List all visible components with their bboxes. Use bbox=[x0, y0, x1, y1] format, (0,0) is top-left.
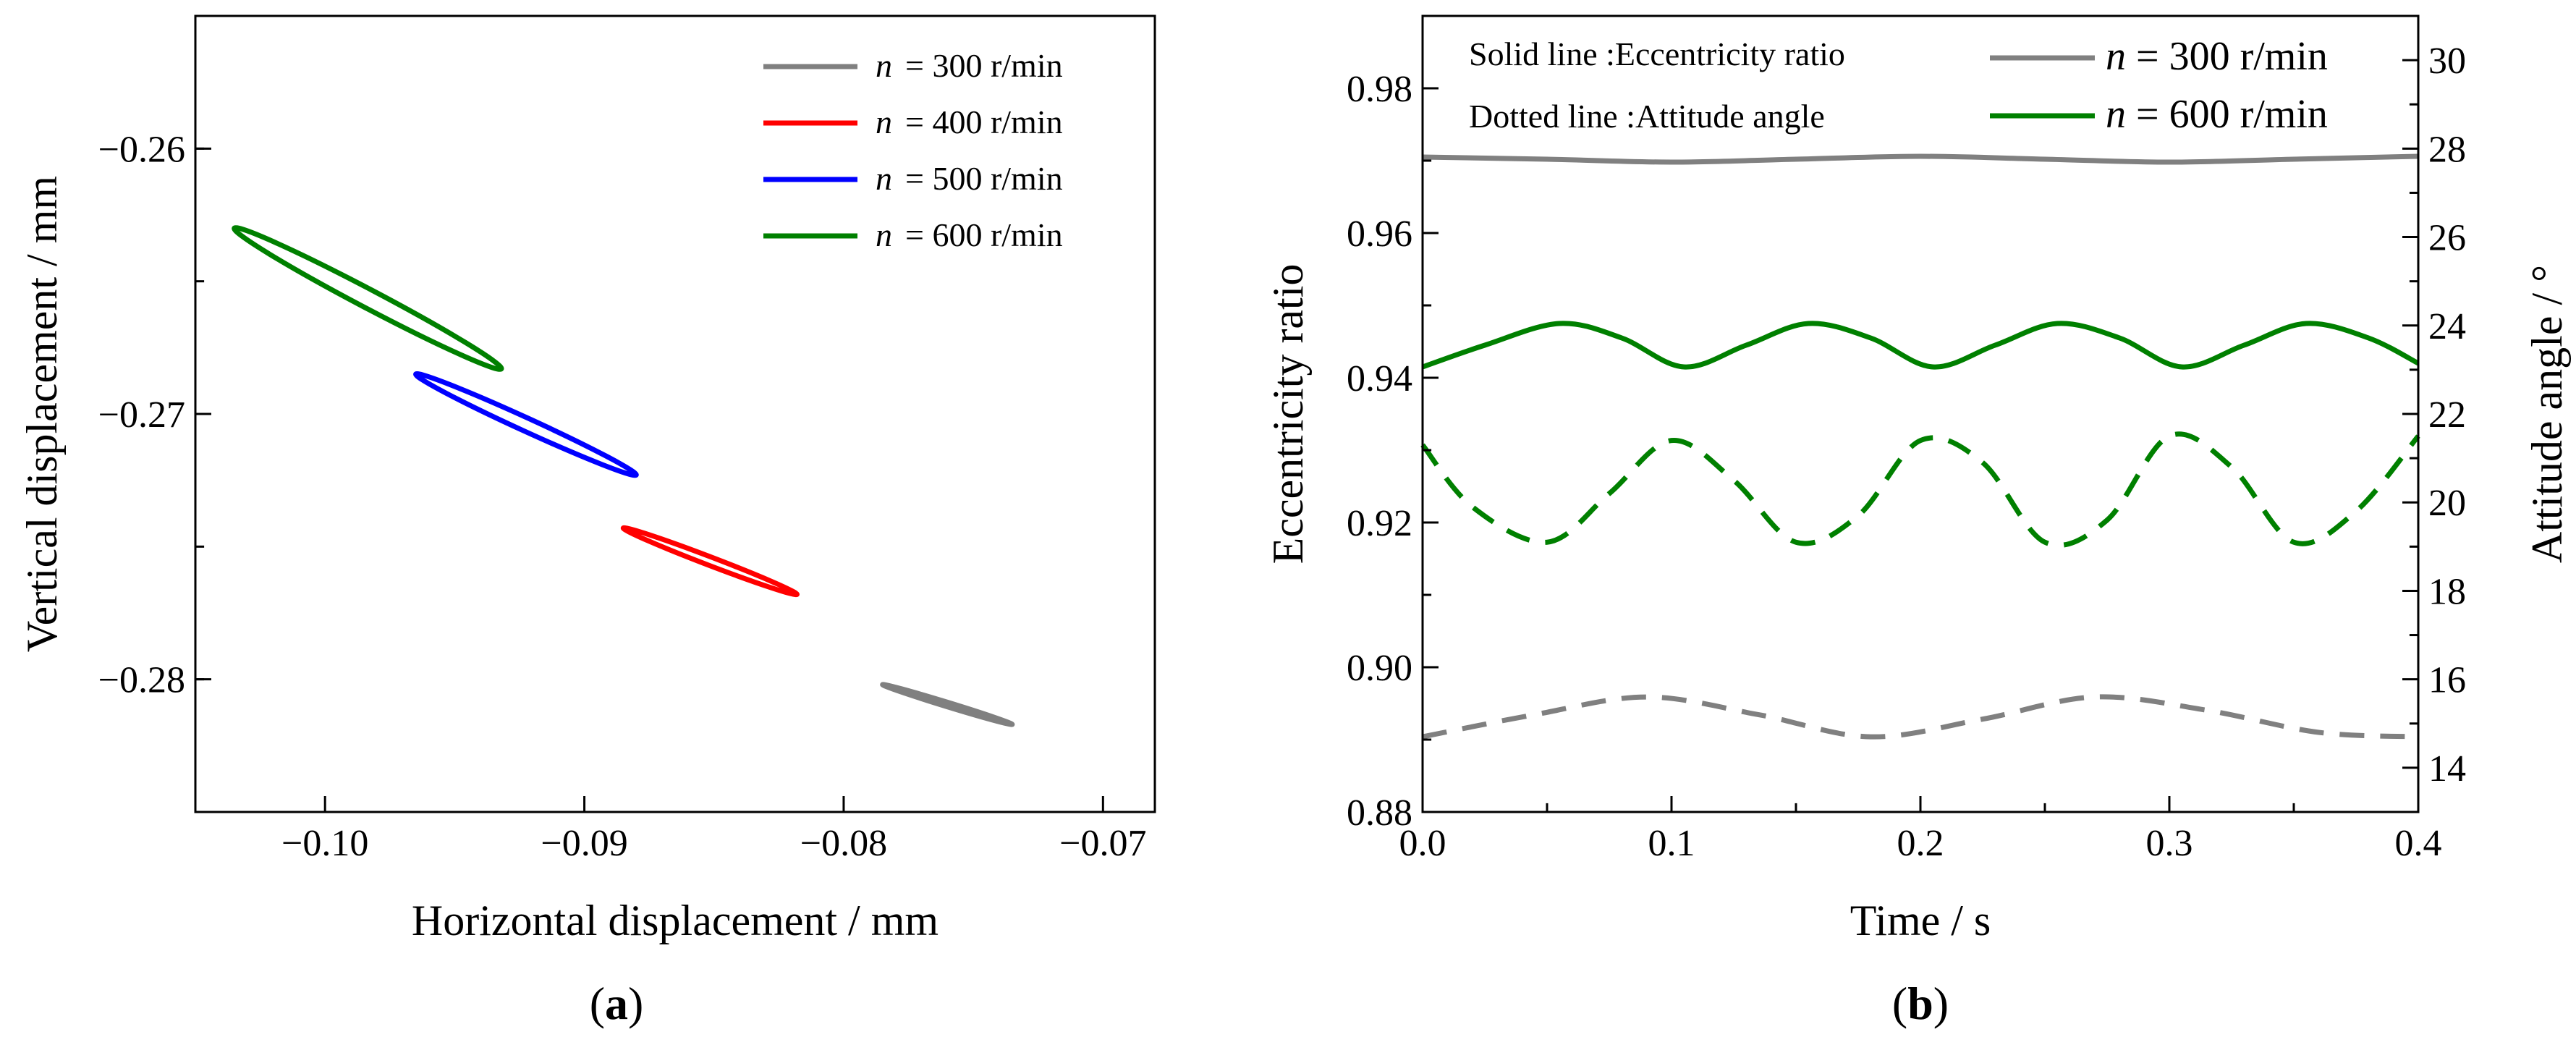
x-tick-label: −0.08 bbox=[800, 823, 887, 864]
y-left-tick-label: 0.96 bbox=[1347, 213, 1412, 255]
y-left-tick-label: 0.88 bbox=[1347, 792, 1412, 834]
y-right-tick-label: 28 bbox=[2428, 129, 2466, 170]
y-tick-label: −0.28 bbox=[98, 660, 185, 701]
x-tick-label: −0.10 bbox=[281, 823, 368, 864]
x-axis-label-b: Time / s bbox=[1850, 897, 1991, 944]
line-series-2 bbox=[1421, 321, 2420, 370]
legend-label-b: n = 300 r/min bbox=[2106, 34, 2328, 79]
orbit-series-1 bbox=[880, 682, 1015, 727]
y-right-tick-label: 26 bbox=[2428, 218, 2466, 259]
annotation-dotted-line: Dotted line :Attitude angle bbox=[1469, 98, 1825, 135]
panel-label-a: (a) bbox=[590, 978, 644, 1029]
line-series-4 bbox=[1420, 431, 2420, 548]
annotation-solid-line: Solid line :Eccentricity ratio bbox=[1469, 35, 1845, 72]
legend-b: n = 300 r/min n = 600 r/min bbox=[1990, 34, 2328, 137]
x-axis-label-a: Horizontal displacement / mm bbox=[412, 897, 939, 944]
y-right-tick-label: 22 bbox=[2428, 394, 2466, 436]
x-tick-label: 0.4 bbox=[2395, 823, 2442, 864]
time-series bbox=[1420, 153, 2420, 740]
legend-label-a: n = 300 r/min bbox=[876, 47, 1063, 84]
x-tick-label: 0.1 bbox=[1648, 823, 1695, 864]
line-series-3 bbox=[1422, 694, 2419, 740]
x-tick-label: 0.2 bbox=[1897, 823, 1944, 864]
y-axis-left-ticks-b: 0.88 0.90 0.92 0.94 0.96 0.98 bbox=[1347, 69, 1439, 834]
y-right-tick-label: 16 bbox=[2428, 660, 2466, 701]
orbit-series bbox=[232, 225, 1015, 727]
x-tick-label: 0.0 bbox=[1399, 823, 1446, 864]
y-left-tick-label: 0.94 bbox=[1347, 358, 1412, 399]
y-right-tick-label: 30 bbox=[2428, 41, 2466, 82]
y-axis-right-label-b: Attitude angle / ° bbox=[2523, 265, 2571, 563]
y-axis-label-a: Vertical displacement / mm bbox=[18, 176, 66, 652]
x-tick-label: −0.09 bbox=[541, 823, 627, 864]
orbit-chart-panel-a: −0.10 −0.09 −0.08 −0.07 −0.26 −0.27 −0.28 n = … bbox=[18, 14, 1156, 1029]
orbit-series-4 bbox=[232, 225, 504, 372]
panel-label-b: (b) bbox=[1892, 978, 1949, 1029]
orbit-series-3 bbox=[413, 371, 639, 478]
legend-label-b: n = 600 r/min bbox=[2106, 92, 2328, 137]
y-axis-ticks-a: −0.26 −0.27 −0.28 bbox=[98, 14, 211, 813]
y-left-tick-label: 0.90 bbox=[1347, 648, 1412, 689]
x-tick-label: 0.3 bbox=[2146, 823, 2193, 864]
y-left-tick-label: 0.98 bbox=[1347, 69, 1412, 110]
orbit-series-2 bbox=[620, 525, 800, 598]
y-axis-right-ticks-b: 14 16 18 20 22 24 26 28 30 bbox=[2402, 41, 2466, 790]
legend-label-a: n = 400 r/min bbox=[876, 103, 1063, 140]
time-chart-panel-b: 0.0 0.1 0.2 0.3 0.4 0.88 0.90 0.92 0.94 0.96 0.98… bbox=[1264, 14, 2571, 1029]
y-right-tick-label: 20 bbox=[2428, 483, 2466, 524]
x-tick-label: −0.07 bbox=[1059, 823, 1146, 864]
line-series-1 bbox=[1422, 153, 2419, 165]
y-left-tick-label: 0.92 bbox=[1347, 503, 1412, 544]
y-right-tick-label: 18 bbox=[2428, 571, 2466, 612]
legend-a: n = 300 r/min n = 400 r/min n = 500 r/min n = 6… bbox=[763, 47, 1063, 253]
y-tick-label: −0.27 bbox=[98, 394, 185, 436]
legend-label-a: n = 600 r/min bbox=[876, 216, 1063, 253]
y-tick-label: −0.26 bbox=[98, 129, 185, 170]
x-axis-ticks-b: 0.0 0.1 0.2 0.3 0.4 bbox=[1399, 796, 2442, 864]
y-right-tick-label: 14 bbox=[2428, 748, 2466, 790]
x-axis-ticks-a: −0.10 −0.09 −0.08 −0.07 bbox=[281, 796, 1146, 864]
y-right-tick-label: 24 bbox=[2428, 306, 2466, 347]
y-axis-left-label-b: Eccentricity ratio bbox=[1264, 264, 1312, 564]
legend-label-a: n = 500 r/min bbox=[876, 160, 1063, 197]
